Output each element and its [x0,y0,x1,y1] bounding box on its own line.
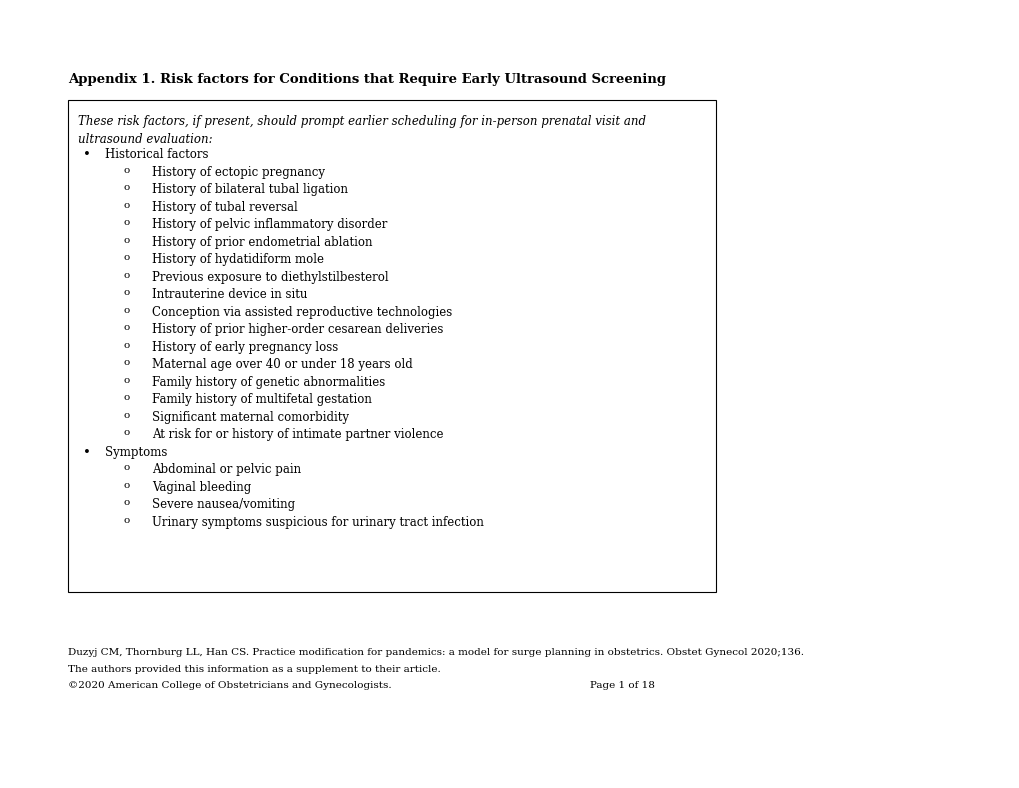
Text: Historical factors: Historical factors [105,148,208,162]
Text: At risk for or history of intimate partner violence: At risk for or history of intimate partn… [152,428,443,441]
Text: o: o [123,340,130,350]
Text: History of pelvic inflammatory disorder: History of pelvic inflammatory disorder [152,218,387,231]
Text: Duzyj CM, Thornburg LL, Han CS. Practice modification for pandemics: a model for: Duzyj CM, Thornburg LL, Han CS. Practice… [68,648,803,657]
Text: o: o [123,253,130,262]
Text: o: o [123,428,130,437]
Text: o: o [123,516,130,525]
Text: o: o [123,393,130,402]
Text: ultrasound evaluation:: ultrasound evaluation: [77,132,212,146]
Text: History of prior endometrial ablation: History of prior endometrial ablation [152,236,372,249]
Text: o: o [123,236,130,245]
Text: Severe nausea/vomiting: Severe nausea/vomiting [152,498,294,511]
Text: o: o [123,376,130,385]
Text: •: • [83,446,91,459]
Text: o: o [123,271,130,280]
Text: Family history of genetic abnormalities: Family history of genetic abnormalities [152,376,385,388]
Text: o: o [123,463,130,472]
Text: o: o [123,288,130,297]
Text: History of hydatidiform mole: History of hydatidiform mole [152,253,324,266]
Text: ©2020 American College of Obstetricians and Gynecologists.: ©2020 American College of Obstetricians … [68,682,391,690]
Text: Conception via assisted reproductive technologies: Conception via assisted reproductive tec… [152,306,451,319]
Text: o: o [123,359,130,367]
Text: o: o [123,218,130,227]
Text: Symptoms: Symptoms [105,446,167,459]
Bar [68,100,715,592]
Text: o: o [123,498,130,507]
Text: o: o [123,323,130,333]
Text: o: o [123,165,130,175]
Text: •: • [83,148,91,162]
Text: Maternal age over 40 or under 18 years old: Maternal age over 40 or under 18 years o… [152,359,413,371]
Text: History of early pregnancy loss: History of early pregnancy loss [152,340,338,354]
Text: o: o [123,201,130,210]
Text: Page 1 of 18: Page 1 of 18 [589,682,654,690]
Text: Previous exposure to diethylstilbesterol: Previous exposure to diethylstilbesterol [152,271,388,284]
Text: Appendix 1. Risk factors for Conditions that Require Early Ultrasound Screening: Appendix 1. Risk factors for Conditions … [68,73,665,86]
Text: o: o [123,184,130,192]
Text: History of ectopic pregnancy: History of ectopic pregnancy [152,165,325,179]
Text: o: o [123,481,130,490]
Text: History of tubal reversal: History of tubal reversal [152,201,298,214]
Text: These risk factors, if present, should prompt earlier scheduling for in-person p: These risk factors, if present, should p… [77,115,645,128]
Text: o: o [123,306,130,314]
Text: Family history of multifetal gestation: Family history of multifetal gestation [152,393,372,407]
Text: Significant maternal comorbidity: Significant maternal comorbidity [152,411,348,424]
Text: History of prior higher-order cesarean deliveries: History of prior higher-order cesarean d… [152,323,443,336]
Text: Vaginal bleeding: Vaginal bleeding [152,481,251,494]
Text: The authors provided this information as a supplement to their article.: The authors provided this information as… [68,664,440,674]
Text: Urinary symptoms suspicious for urinary tract infection: Urinary symptoms suspicious for urinary … [152,516,483,529]
Text: History of bilateral tubal ligation: History of bilateral tubal ligation [152,184,347,196]
Text: Intrauterine device in situ: Intrauterine device in situ [152,288,307,301]
Text: Abdominal or pelvic pain: Abdominal or pelvic pain [152,463,301,476]
Text: o: o [123,411,130,420]
